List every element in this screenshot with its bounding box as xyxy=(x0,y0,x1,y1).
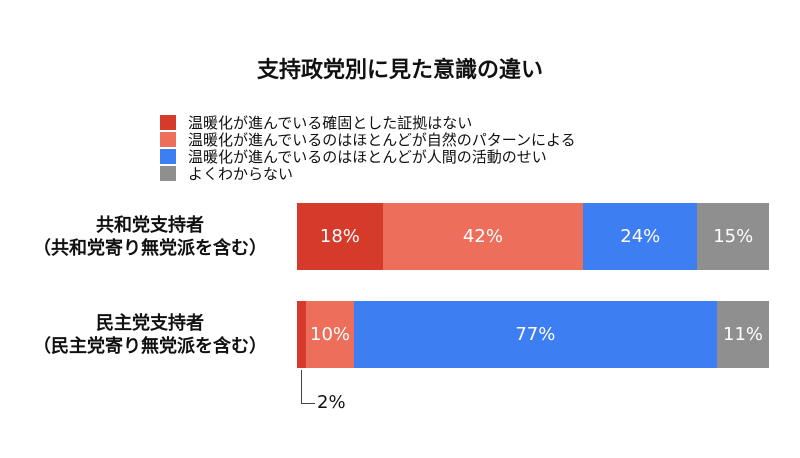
legend-item: よくわからない xyxy=(160,165,576,183)
legend-swatch xyxy=(160,115,176,130)
data-label: 15% xyxy=(713,226,754,247)
legend-label: 温暖化が進んでいるのはほとんどが人間の活動のせい xyxy=(188,148,547,166)
legend-label: 温暖化が進んでいる確固とした証拠はない xyxy=(188,114,473,132)
category-label: 共和党支持者 （共和党寄り無党派を含む） xyxy=(0,214,300,260)
legend-swatch xyxy=(160,149,176,164)
category-label-line: （民主党寄り無党派を含む） xyxy=(33,336,267,357)
bar-segment: 77% xyxy=(353,301,718,368)
callout-line-horizontal xyxy=(301,403,315,404)
data-label: 42% xyxy=(462,226,503,247)
chart-title: 支持政党別に見た意識の違い xyxy=(256,58,543,83)
legend-swatch xyxy=(160,132,176,147)
legend: 温暖化が進んでいる確固とした証拠はない 温暖化が進んでいるのはほとんどが自然のパタ… xyxy=(160,114,576,183)
data-label: 10% xyxy=(310,324,351,345)
stacked-bar: 18% 42% 24% 15% xyxy=(297,203,769,270)
legend-label: よくわからない xyxy=(188,165,294,183)
callout-line-vertical xyxy=(301,370,302,403)
bar-segment: 24% xyxy=(583,203,698,270)
legend-item: 温暖化が進んでいるのはほとんどが自然のパターンによる xyxy=(160,131,576,149)
legend-item: 温暖化が進んでいる確固とした証拠はない xyxy=(160,114,576,132)
data-label: 77% xyxy=(515,324,556,345)
bar-segment: 10% xyxy=(306,301,354,368)
category-label-line: （共和党寄り無党派を含む） xyxy=(33,238,267,259)
data-label: 24% xyxy=(620,226,661,247)
legend-label: 温暖化が進んでいるのはほとんどが自然のパターンによる xyxy=(188,131,576,149)
data-label: 11% xyxy=(723,324,764,345)
category-label-line: 民主党支持者 xyxy=(96,313,204,334)
stacked-bar: 10% 77% 11% xyxy=(297,301,769,368)
category-label-line: 共和党支持者 xyxy=(96,215,204,236)
category-label: 民主党支持者 （民主党寄り無党派を含む） xyxy=(0,312,300,358)
callout-label: 2% xyxy=(317,392,346,413)
bar-segment: 15% xyxy=(697,203,769,270)
bar-segment: 18% xyxy=(297,203,383,270)
legend-item: 温暖化が進んでいるのはほとんどが人間の活動のせい xyxy=(160,148,576,166)
bar-segment xyxy=(297,301,307,368)
data-label: 18% xyxy=(319,226,360,247)
bar-segment: 11% xyxy=(717,301,769,368)
bar-segment: 42% xyxy=(382,203,584,270)
legend-swatch xyxy=(160,166,176,181)
